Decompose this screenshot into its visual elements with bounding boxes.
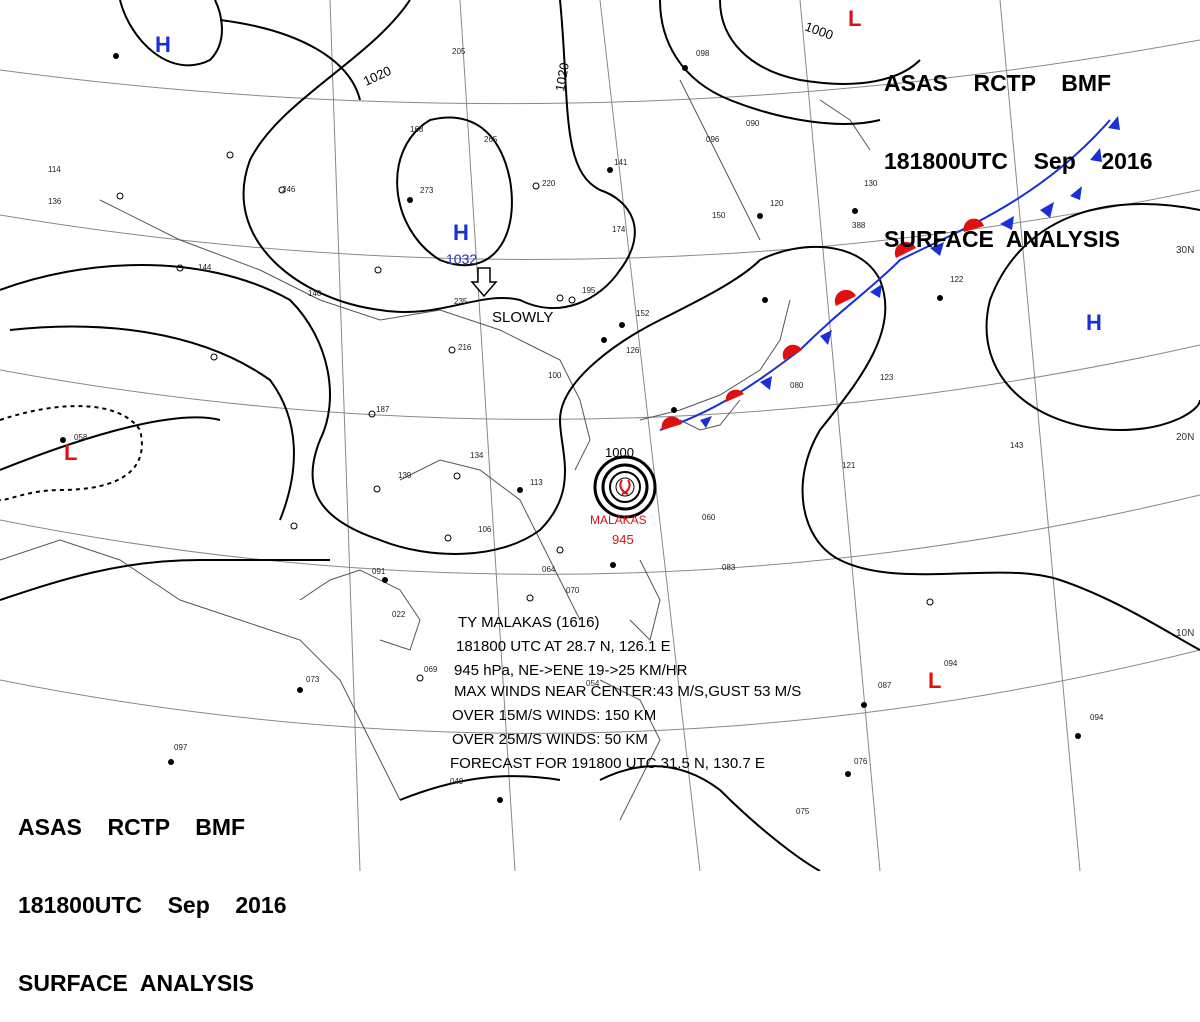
typhoon-info-line: 181800 UTC AT 28.7 N, 126.1 E — [456, 638, 671, 655]
station-value: 094 — [1090, 713, 1104, 722]
weather-map: 30N 20N 10N 1020 1020 1000 1000 H H 1032… — [0, 0, 1200, 871]
station-value: 143 — [1010, 441, 1024, 450]
header-top-line1: ASAS RCTP BMF — [884, 70, 1112, 96]
station-value: 022 — [392, 610, 406, 619]
station-value: 168 — [410, 125, 424, 134]
high-pressure-center: H — [453, 220, 469, 245]
station-value: 087 — [878, 681, 892, 690]
station-value: 388 — [852, 221, 866, 230]
station-value: 080 — [790, 381, 804, 390]
station-value: 144 — [198, 263, 212, 272]
station-value: 216 — [458, 343, 472, 352]
station-value: 090 — [746, 119, 760, 128]
coastlines — [0, 79, 871, 821]
station-value: 073 — [306, 675, 320, 684]
station-value: 069 — [424, 665, 438, 674]
header-bottom-line2: 181800UTC Sep 2016 — [18, 892, 287, 918]
station-value: 058 — [74, 433, 88, 442]
isobar-label: 1000 — [605, 445, 634, 460]
station-value: 220 — [542, 179, 556, 188]
station-value: 064 — [542, 565, 556, 574]
station-value: 114 — [48, 165, 61, 174]
typhoon-name-label: MALAKAS — [590, 513, 647, 527]
high-pressure-center: H — [155, 32, 171, 57]
station-value: 098 — [696, 49, 710, 58]
station-value: 246 — [282, 185, 296, 194]
station-value: 235 — [454, 297, 468, 306]
station-value: 096 — [706, 135, 720, 144]
lat-label-30n: 30N — [1176, 245, 1194, 256]
isobar-label: 1020 — [552, 61, 572, 92]
station-value: 121 — [842, 461, 856, 470]
station-value: 136 — [48, 197, 62, 206]
station-value: 120 — [770, 199, 784, 208]
station-value: 265 — [484, 135, 498, 144]
station-value: 070 — [566, 586, 580, 595]
station-value: 094 — [944, 659, 958, 668]
station-values: 205 265 168 273 246 220 141 174 195 235 … — [48, 47, 1104, 816]
station-value: 091 — [372, 567, 386, 576]
typhoon-info-line: 945 hPa, NE->ENE 19->25 KM/HR — [454, 662, 688, 679]
station-value: 152 — [636, 309, 650, 318]
header-top-line3: SURFACE ANALYSIS — [884, 226, 1121, 252]
typhoon-info-line: FORECAST FOR 191800 UTC 31.5 N, 130.7 E — [450, 755, 765, 772]
low-pressure-center: L — [928, 668, 941, 693]
isobars — [0, 0, 1200, 871]
station-value: 054 — [586, 679, 600, 688]
header-bottom: ASAS RCTP BMF 181800UTC Sep 2016 SURFACE… — [18, 762, 287, 1022]
station-dots — [60, 53, 1081, 803]
trough-line — [0, 405, 143, 501]
station-value: 083 — [722, 563, 736, 572]
station-value: 100 — [548, 371, 562, 380]
high-pressure-value: 1032 — [446, 251, 477, 267]
station-value: 273 — [420, 186, 434, 195]
movement-label: SLOWLY — [492, 309, 553, 326]
header-top: ASAS RCTP BMF 181800UTC Sep 2016 SURFACE… — [884, 18, 1153, 278]
station-value: 075 — [796, 807, 810, 816]
header-top-line2: 181800UTC Sep 2016 — [884, 148, 1153, 174]
station-value: 195 — [582, 286, 596, 295]
header-bottom-line1: ASAS RCTP BMF — [18, 814, 246, 840]
typhoon-info-line: OVER 15M/S WINDS: 150 KM — [452, 707, 656, 724]
station-value: 122 — [950, 275, 964, 284]
station-value: 134 — [470, 451, 484, 460]
movement-arrow — [470, 267, 498, 298]
front-line — [659, 119, 1111, 431]
station-value: 049 — [450, 777, 464, 786]
typhoon-info-block: TY MALAKAS (1616) 181800 UTC AT 28.7 N, … — [450, 614, 801, 772]
graticule — [0, 0, 1200, 871]
station-value: 126 — [626, 346, 640, 355]
typhoon-symbol — [619, 479, 631, 495]
station-value: 076 — [854, 757, 868, 766]
station-value: 106 — [478, 525, 492, 534]
station-value: 139 — [398, 471, 412, 480]
station-value: 140 — [308, 289, 322, 298]
station-value: 150 — [712, 211, 726, 220]
typhoon-center — [593, 455, 657, 519]
typhoon-info-line: OVER 25M/S WINDS: 50 KM — [452, 731, 648, 748]
station-value: 174 — [612, 225, 626, 234]
lat-label-10n: 10N — [1176, 628, 1194, 639]
typhoon-info-line: MAX WINDS NEAR CENTER:43 M/S,GUST 53 M/S — [454, 683, 801, 700]
station-value: 205 — [452, 47, 466, 56]
station-value: 113 — [530, 478, 543, 487]
cold-front-barbs — [700, 116, 1120, 428]
typhoon-info-line: TY MALAKAS (1616) — [458, 614, 599, 631]
lat-label-20n: 20N — [1176, 432, 1194, 443]
station-value: 097 — [174, 743, 188, 752]
warm-front-bumps — [661, 218, 984, 430]
station-value: 123 — [880, 373, 894, 382]
low-pressure-center: L — [848, 6, 861, 31]
station-value: 130 — [864, 179, 878, 188]
station-value: 187 — [376, 405, 390, 414]
typhoon-pressure-label: 945 — [612, 532, 634, 547]
header-bottom-line3: SURFACE ANALYSIS — [18, 970, 255, 996]
station-value: 141 — [614, 158, 628, 167]
low-pressure-center: L — [64, 440, 77, 465]
station-value: 060 — [702, 513, 716, 522]
station-circles — [116, 151, 934, 682]
high-pressure-center: H — [1086, 310, 1102, 335]
